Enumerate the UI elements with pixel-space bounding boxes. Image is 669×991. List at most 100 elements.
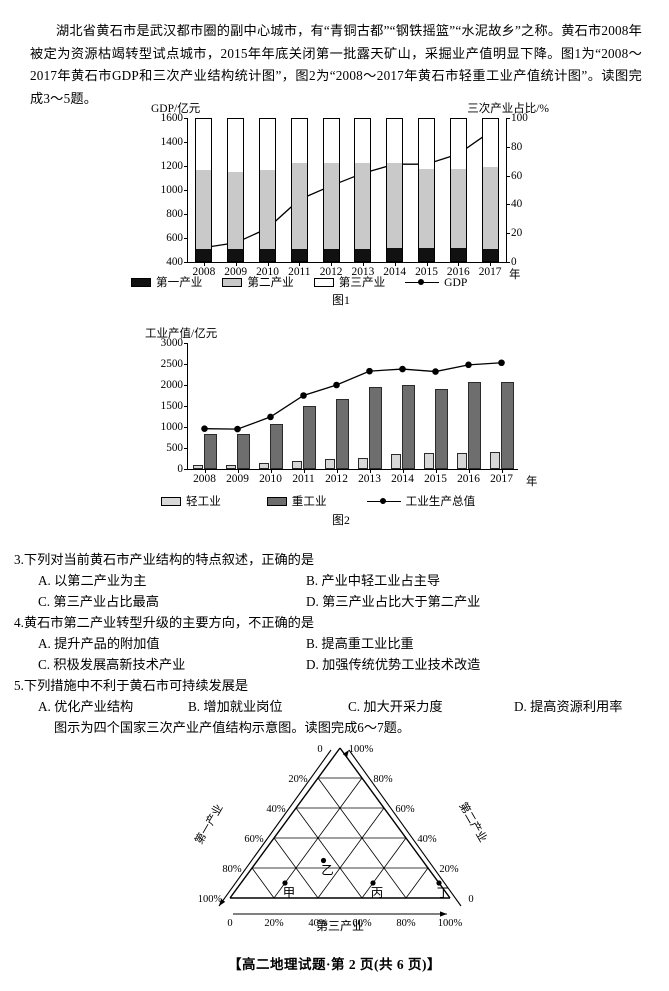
figure2-plot-area: 0 500 1000 1500 2000 2500 3000 2008 2009 2010 2011…	[161, 337, 538, 488]
ternary-bottom-arrowhead	[440, 911, 447, 917]
ternary-point-label: 甲	[283, 886, 296, 900]
bar-segment-secondary	[482, 167, 498, 250]
figure1-ytick-right: 0	[511, 256, 517, 268]
figure1-xtick-mark	[203, 262, 205, 266]
figure2-xtick-label: 2015	[424, 473, 447, 485]
figure2-xtick-mark	[435, 469, 437, 473]
question-3-options-row-2: C. 第三产业占比最高 D. 第三产业占比大于第二产业	[38, 591, 654, 612]
swatch-tertiary-icon	[313, 277, 334, 287]
figure1-bar	[322, 118, 340, 262]
figure2-ytick: 1500	[160, 400, 183, 412]
bar-segment-secondary	[387, 163, 403, 249]
ternary-point	[370, 880, 376, 886]
question-3-text: 下列对当前黄石市产业结构的特点叙述，正确的是	[23, 552, 315, 567]
figure2-ytick-mark	[184, 343, 188, 344]
figure2-xtick-label: 2012	[325, 473, 348, 485]
figure2-bar-light-industry	[490, 452, 500, 469]
bar-segment-primary	[260, 249, 275, 261]
figure1-ytick-right: 20	[511, 227, 523, 240]
question-3-option-b[interactable]: B. 产业中轻工业占主导	[306, 573, 441, 588]
figure2-bar-heavy-industry	[336, 399, 349, 469]
figure2-xtick-label: 2017	[490, 473, 513, 485]
question-5-option-a[interactable]: A. 优化产业结构	[38, 699, 134, 714]
bar-segment-secondary	[291, 163, 307, 250]
figure1-ytick-left: 800	[166, 208, 183, 220]
figure1-xtick-label: 2014	[383, 266, 407, 278]
figure1-ytick-mark-left	[184, 214, 188, 215]
question-5-number: 5.	[14, 678, 24, 693]
question-4-option-a[interactable]: A. 提升产品的附加值	[38, 636, 160, 651]
bar-segment-secondary	[228, 171, 244, 250]
figure2-y-label: 工业产值/亿元	[145, 328, 218, 340]
ternary-bottom-tick: 60%	[352, 918, 372, 929]
figure1-ytick-right: 80	[511, 140, 523, 153]
figure2-legend: 轻工业 重工业 工业生产总值	[161, 493, 581, 509]
question-4-text: 黄石市第二产业转型升级的主要方向，不正确的是	[23, 615, 315, 630]
question-5-option-c[interactable]: C. 加大开采力度	[348, 699, 443, 714]
question-4: 4.黄石市第二产业转型升级的主要方向，不正确的是 A. 提升产品的附加值 B. …	[14, 612, 654, 675]
figure2-bar-heavy-industry	[204, 433, 217, 469]
question-4-option-c[interactable]: C. 积极发展高新技术产业	[38, 657, 186, 672]
figure1-bar	[227, 118, 245, 262]
figure2-xtick-label: 2013	[358, 473, 381, 485]
figure1-xtick-label: 2011	[288, 266, 311, 278]
figure2-xtick-mark	[402, 469, 404, 473]
figure-1: GDP/亿元 三次产业占比/% 400 600 800 1000 1200 1400 160…	[131, 100, 551, 307]
ternary-left-arrowhead	[219, 898, 226, 906]
bar-segment-primary	[196, 249, 212, 261]
ternary-triangle-graphic: 0 20% 40% 60% 80% 100% 100% 80% 60% 40% 20% 0 0 20% 40…	[191, 744, 490, 933]
line-marker-icon	[405, 278, 440, 287]
figure2-ytick-mark	[184, 406, 188, 407]
figure2-caption: 图2	[332, 513, 350, 527]
figure1-xtick-label: 2015	[415, 266, 438, 278]
figure1-xtick-label: 2012	[319, 266, 343, 278]
question-3-option-d[interactable]: D. 第三产业占比大于第二产业	[306, 594, 481, 609]
figure2-xtick-mark	[303, 469, 305, 473]
legend-label-secondary: 第二产业	[247, 276, 294, 289]
ternary-right-tick: 0	[468, 894, 473, 905]
figure1-xtick-mark	[394, 262, 396, 266]
ternary-edge-right	[339, 747, 451, 899]
figure2-total-point	[399, 365, 406, 373]
question-5-option-b[interactable]: B. 增加就业岗位	[188, 699, 283, 714]
question-3-option-a[interactable]: A. 以第二产业为主	[38, 573, 147, 588]
figure2-total-point	[333, 381, 340, 389]
question-5-options-row: A. 优化产业结构 B. 增加就业岗位 C. 加大开采力度 D. 提高资源利用率	[38, 696, 654, 717]
ternary-bottom-axis-label: 第三产业	[316, 919, 364, 933]
figure1-ytick-mark-right	[506, 262, 510, 263]
bar-segment-primary	[291, 249, 307, 261]
bar-segment-tertiary	[291, 119, 307, 164]
figure1-xtick-label: 2010	[256, 266, 279, 278]
question-4-option-b[interactable]: B. 提高重工业比重	[306, 636, 414, 651]
figure1-ytick-left: 1600	[160, 112, 183, 124]
bar-segment-tertiary	[196, 119, 212, 171]
bar-segment-tertiary	[387, 119, 403, 164]
ternary-right-tick: 100%	[349, 744, 374, 755]
legend-item-light-industry: 轻工业	[161, 493, 221, 509]
ternary-left-tick: 20%	[288, 774, 308, 785]
figure1-ytick-mark-left	[184, 238, 188, 239]
figure1-ytick-left: 1400	[160, 136, 183, 148]
figure2-bar-heavy-industry	[435, 389, 448, 469]
question-4-option-d[interactable]: D. 加强传统优势工业技术改造	[306, 657, 481, 672]
lead-in-paragraph-2: 图示为四个国家三次产业产值结构示意图。读图完成6～7题。	[54, 720, 411, 735]
figure2-bar-heavy-industry	[270, 423, 283, 469]
ternary-bottom-tick: 80%	[396, 918, 416, 929]
ternary-gridline	[295, 807, 363, 899]
figure2-bar-light-industry	[358, 457, 368, 469]
figure2-xtick-mark	[204, 469, 206, 473]
figure2-bar-light-industry	[226, 464, 236, 469]
figure1-ytick-mark-right	[506, 233, 510, 235]
figure1-ytick-right: 100	[511, 112, 528, 124]
figure2-bar-heavy-industry	[303, 406, 316, 469]
ternary-gridline	[405, 867, 429, 899]
question-5-stem: 5.下列措施中不利于黄石市可持续发展是	[14, 675, 654, 696]
figure2-bar-light-industry	[193, 464, 203, 469]
question-5-option-d[interactable]: D. 提高资源利用率	[514, 699, 623, 714]
legend-item-tertiary: 第三产业	[313, 274, 385, 290]
ternary-left-tick: 80%	[222, 864, 242, 875]
figure2-total-point	[498, 359, 505, 367]
figure1-bar	[259, 118, 276, 262]
question-3-option-c[interactable]: C. 第三产业占比最高	[38, 594, 159, 609]
legend-item-heavy-industry: 重工业	[266, 493, 327, 509]
